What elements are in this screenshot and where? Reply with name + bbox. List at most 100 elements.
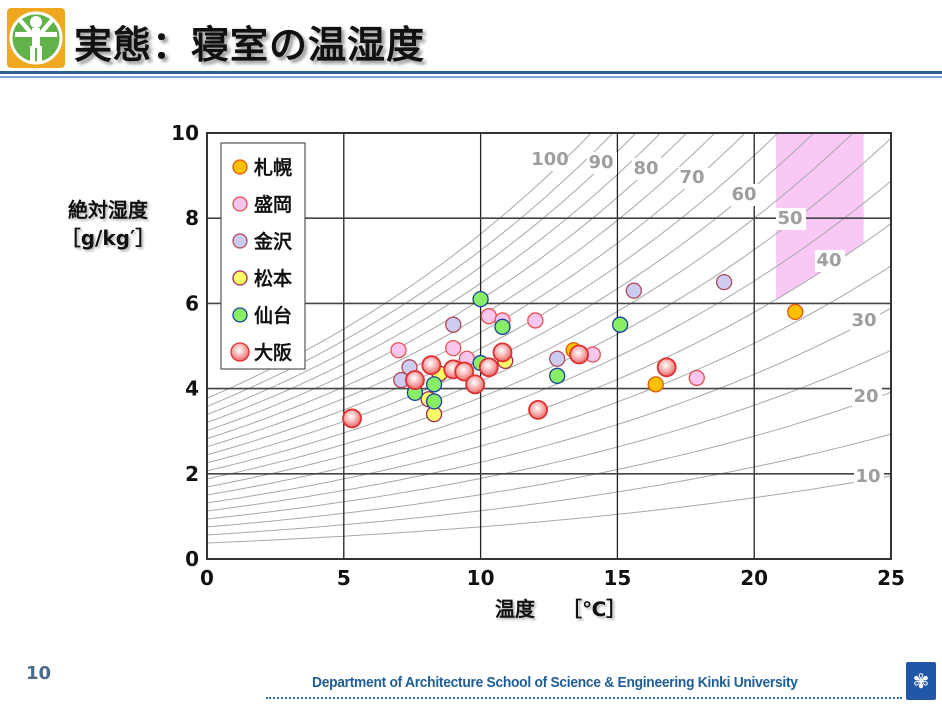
legend-marker (230, 342, 250, 362)
rh-curve-55 (207, 133, 854, 472)
legend-marker (232, 196, 248, 212)
rh-curve-60 (207, 133, 815, 464)
rh-label-bg (632, 158, 662, 180)
data-point (527, 312, 544, 329)
data-point (425, 393, 443, 410)
rh-label: 50 (777, 208, 802, 229)
data-point (472, 290, 489, 308)
rh-label: 40 (816, 250, 841, 271)
rh-curve-30 (207, 307, 891, 512)
data-point (445, 316, 462, 333)
data-point (494, 318, 511, 335)
rh-curve-50 (207, 137, 891, 480)
data-point (478, 357, 499, 378)
rh-curve-45 (207, 180, 891, 488)
rh-label: 80 (633, 158, 658, 179)
rh-label: 30 (851, 310, 876, 331)
rh-curve-95 (207, 133, 614, 407)
rh-label: 60 (731, 184, 756, 205)
data-point (528, 399, 548, 420)
page-title: 実態：寝室の温湿度 (74, 22, 426, 67)
data-point (405, 370, 425, 390)
university-emblem-icon: ✾ (906, 662, 936, 700)
y-axis-label-line2: ［g/kg′］ (60, 226, 156, 250)
rh-label: 100 (531, 149, 569, 170)
data-point (421, 355, 442, 376)
y-tick-label: 8 (185, 206, 199, 230)
legend-label: 札幌 (253, 156, 292, 179)
data-point (549, 350, 566, 367)
rh-label-bg (850, 310, 880, 332)
rh-label-bg (815, 250, 845, 272)
data-point (480, 308, 497, 325)
rh-label-bg (730, 184, 760, 206)
data-point (445, 339, 462, 357)
rh-curve-70 (207, 133, 746, 448)
rh-curve-75 (207, 133, 716, 440)
rh-curve-90 (207, 133, 637, 415)
y-tick-label: 4 (185, 377, 199, 401)
data-point (425, 376, 443, 393)
title-rule-light (0, 76, 942, 78)
data-point (715, 273, 733, 291)
data-point (465, 374, 486, 395)
rh-label-bg (587, 152, 617, 174)
y-tick-label: 6 (185, 291, 199, 315)
plot-border (206, 132, 892, 560)
vitruvian-man-icon (7, 8, 65, 68)
rh-curve-40 (207, 223, 891, 496)
y-axis-label-line1: 絶対湿度 (68, 198, 148, 222)
rh-curve-80 (207, 133, 688, 432)
rh-label-bg (852, 386, 882, 408)
x-tick-label: 5 (337, 566, 351, 590)
legend-label: 盛岡 (254, 193, 292, 216)
y-axis-label: 絶対湿度 ［g/kg′］ (48, 196, 168, 252)
rh-curve-35 (207, 265, 891, 504)
x-tick-label: 20 (740, 566, 768, 590)
footer-department: Department of Architecture School of Sci… (312, 674, 798, 691)
rh-label: 20 (853, 386, 878, 407)
data-point (787, 303, 804, 321)
page-number: 10 (26, 663, 52, 684)
rh-label: 70 (679, 167, 704, 188)
rh-label: 10 (855, 466, 880, 487)
series-1 (390, 308, 705, 387)
rh-curve-85 (207, 133, 662, 423)
title-rule (0, 71, 942, 74)
legend-label: 金沢 (253, 230, 293, 253)
rh-label-bg (536, 149, 566, 171)
legend-marker (232, 159, 248, 175)
legend-marker (232, 233, 248, 249)
rh-curve-20 (207, 391, 891, 528)
data-point (611, 316, 629, 333)
rh-label-bg (776, 208, 806, 230)
data-point (688, 369, 705, 387)
y-tick-label: 0 (185, 547, 199, 571)
x-tick-label: 10 (467, 566, 495, 590)
data-point (656, 357, 677, 378)
data-point (492, 342, 513, 363)
y-tick-label: 2 (185, 462, 199, 486)
rh-label: 90 (588, 152, 613, 173)
legend-box (220, 142, 306, 370)
footer-dotted-rule (266, 697, 902, 699)
data-point (625, 282, 642, 299)
y-tick-label: 10 (171, 121, 199, 145)
rh-label-bg (678, 167, 708, 189)
legend-label: 仙台 (254, 304, 292, 327)
x-tick-label: 15 (603, 566, 631, 590)
series-5 (342, 342, 677, 429)
rh-curves (207, 133, 891, 544)
rh-curve-10 (207, 475, 891, 544)
x-tick-label: 0 (200, 566, 214, 590)
rh-label-bg (854, 466, 884, 488)
data-point (569, 344, 589, 365)
series-0 (565, 303, 804, 393)
legend-label: 松本 (254, 267, 292, 290)
data-point (647, 376, 664, 393)
data-point (390, 342, 407, 359)
data-point (454, 361, 475, 382)
x-tick-label: 25 (877, 566, 905, 590)
data-point (549, 367, 566, 384)
